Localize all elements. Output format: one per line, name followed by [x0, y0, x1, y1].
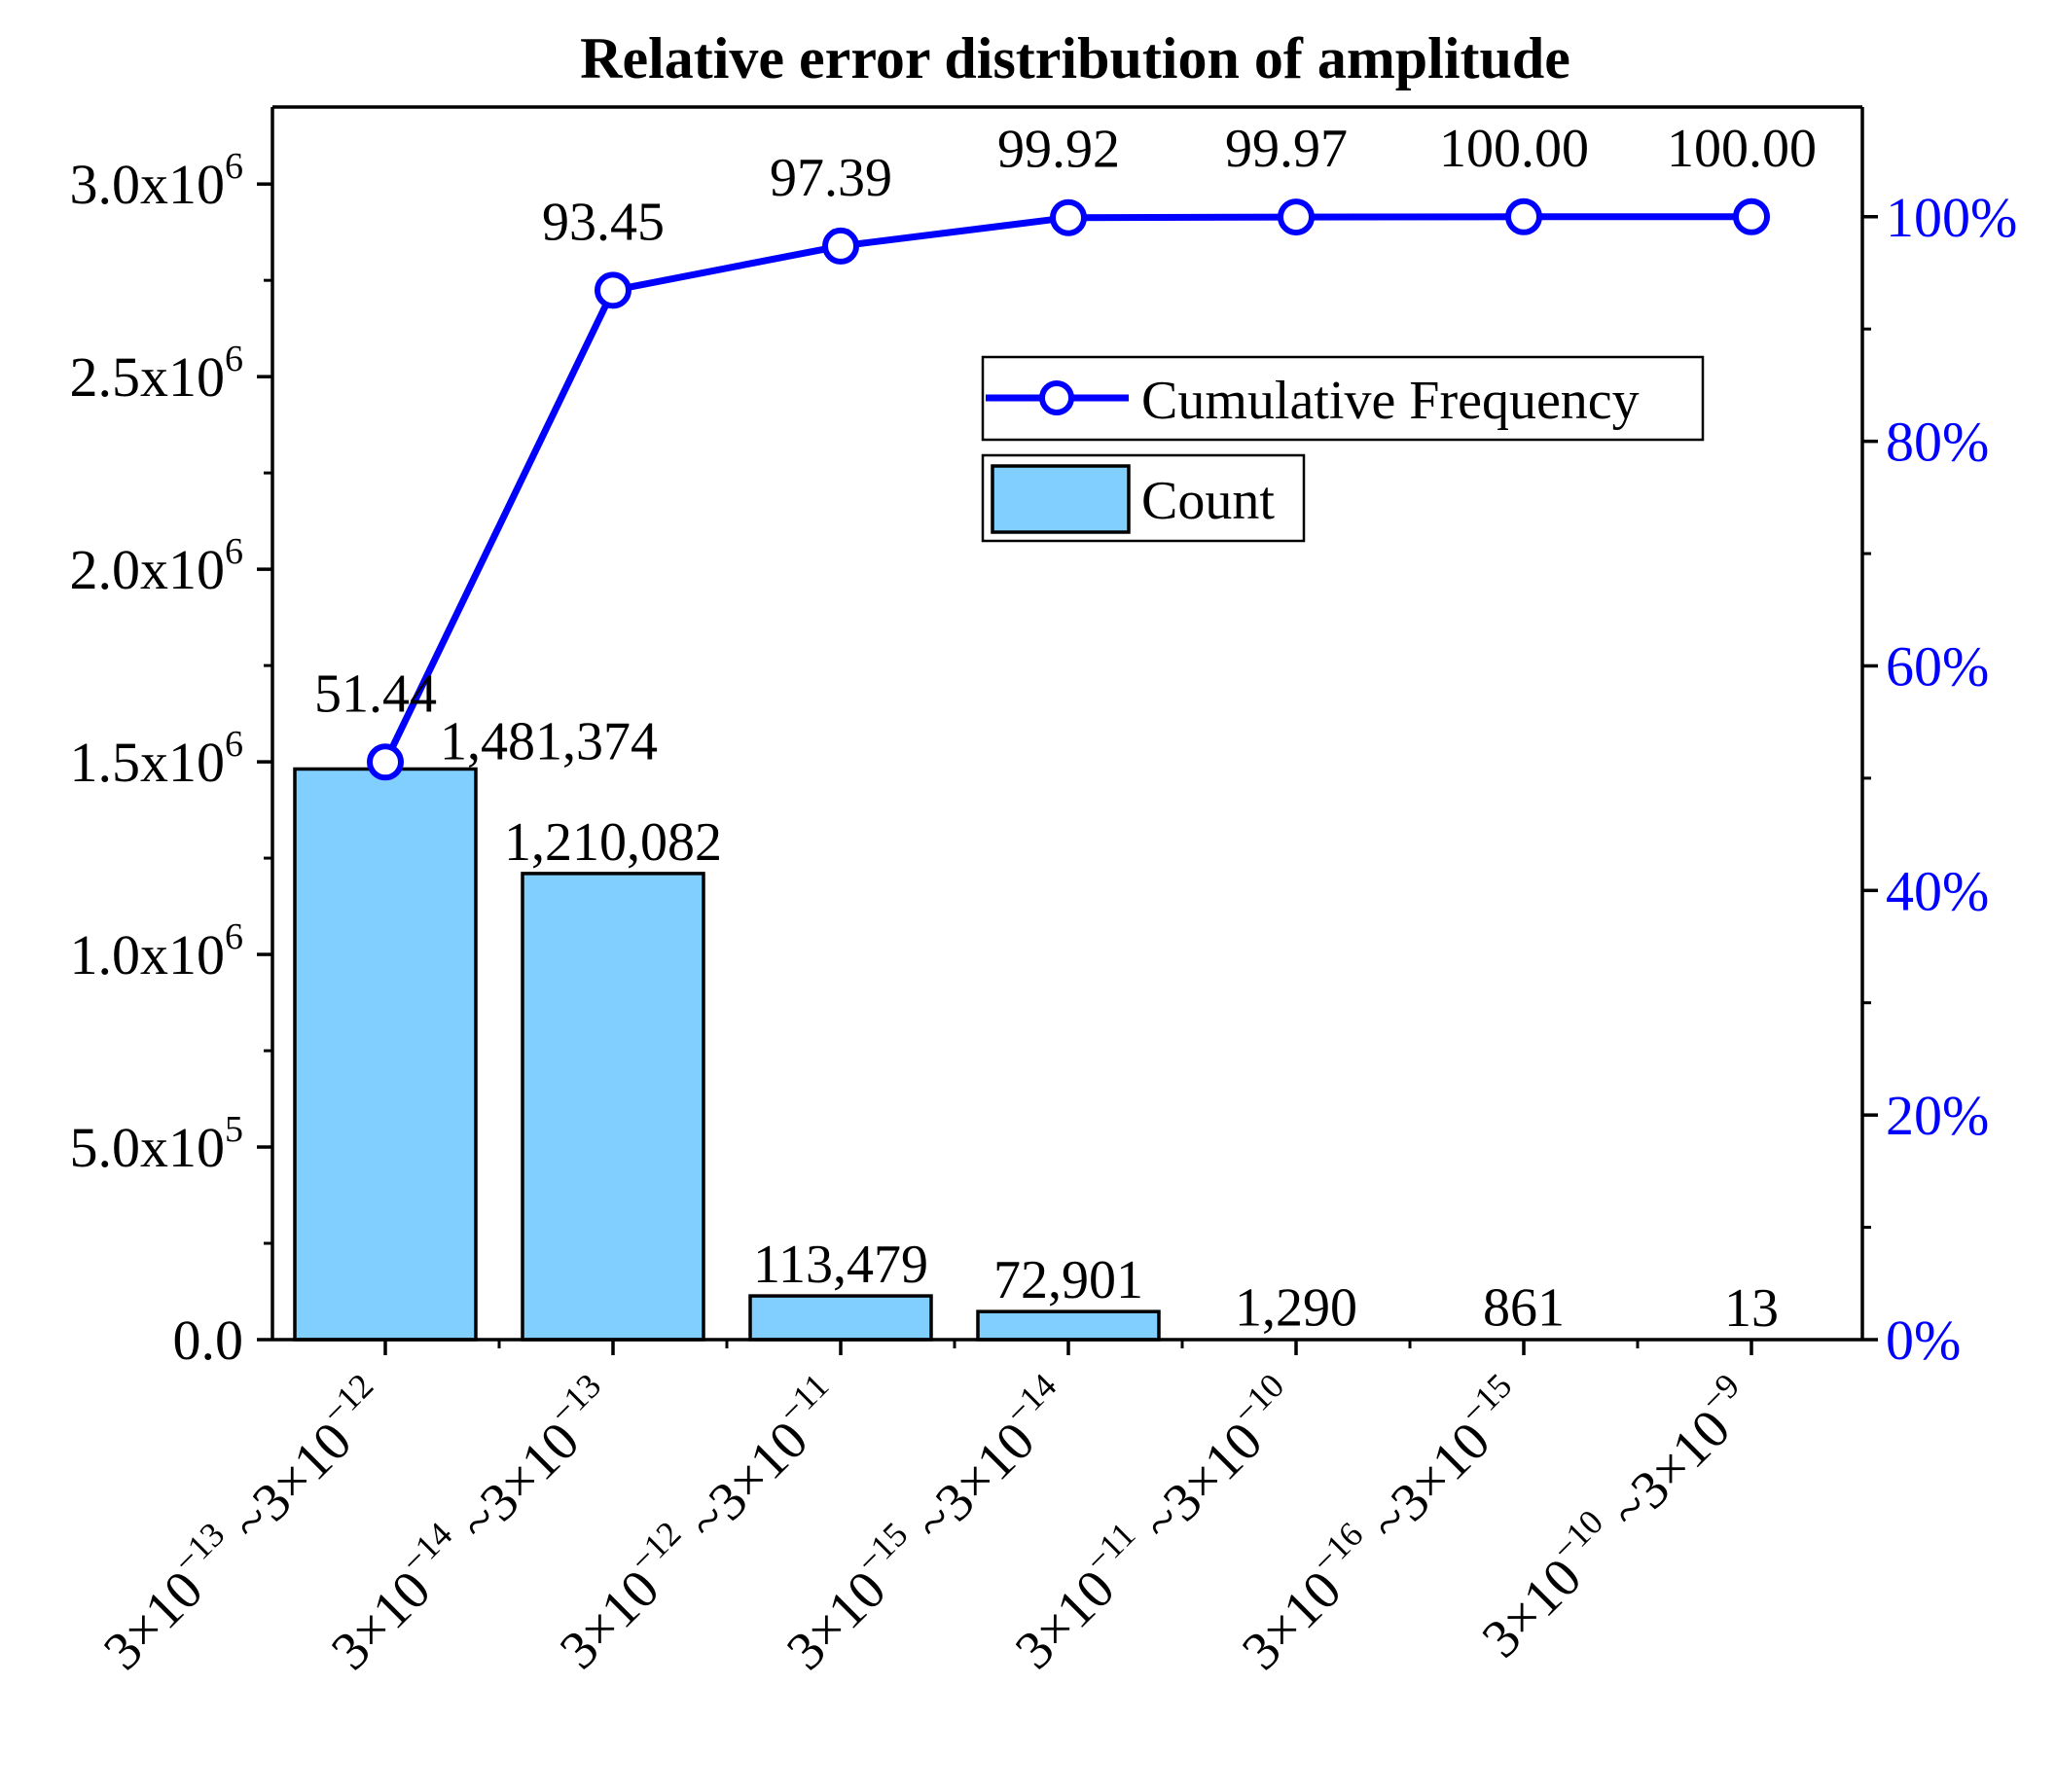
bar-value-label: 1,210,082 [504, 812, 722, 873]
bar [748, 1294, 933, 1342]
y-left-tick-label: 5.0x105 [70, 1109, 244, 1179]
legend-marker-swatch [1039, 380, 1074, 415]
x-cat-lo-mantissa: 3×10 [549, 1559, 671, 1681]
legend-bar-swatch [991, 464, 1131, 534]
legend-label-count: Count [1141, 471, 1275, 531]
y-left-tick-mantissa: 1.5x10 [70, 731, 226, 794]
y-left-tick-mantissa: 2.5x10 [70, 345, 226, 409]
cumulative-value-label: 97.39 [770, 148, 892, 208]
y-left-tick-exponent: 6 [225, 146, 243, 187]
y-left-tick-label: 2.0x106 [70, 531, 244, 601]
bar [521, 872, 705, 1342]
y-left-tick-exponent: 5 [225, 1109, 243, 1150]
cumulative-point [367, 743, 404, 781]
y-left-tick-exponent: 6 [225, 339, 243, 379]
x-cat-hi-mantissa: ~3×10 [210, 1411, 363, 1563]
cumulative-value-label: 51.44 [314, 663, 437, 724]
y-left-tick-exponent: 6 [225, 916, 243, 957]
cumulative-value-label: 93.45 [542, 192, 665, 252]
data-labels-layer: 1,481,374 1,210,082 113,479 72,901 1,290 861 1… [314, 119, 1817, 1339]
y-left-tick-exponent: 6 [225, 531, 243, 572]
y-right-tick-label: 60% [1886, 634, 1989, 698]
y-left-tick-label: 1.5x106 [70, 724, 244, 794]
cumulative-value-label: 99.92 [997, 120, 1120, 180]
y-left-tick-mantissa: 2.0x10 [70, 538, 226, 601]
bar-value-label: 13 [1724, 1278, 1779, 1339]
cumulative-value-label: 99.97 [1225, 119, 1348, 179]
cumulative-point [1733, 197, 1770, 235]
bar [293, 767, 478, 1342]
legend-label-cumulative: Cumulative Frequency [1141, 371, 1640, 431]
bars-layer [293, 767, 1161, 1342]
y-left-tick-mantissa: 0.0 [173, 1308, 244, 1372]
y-left-tick-mantissa: 1.0x10 [70, 923, 226, 986]
y-left-tick-mantissa: 3.0x10 [70, 153, 226, 216]
cumulative-point [595, 271, 631, 309]
x-cat-lo-mantissa: 3×10 [92, 1559, 215, 1682]
y-left-tick-label: 1.0x106 [70, 916, 244, 986]
bar [976, 1309, 1161, 1342]
cumulative-point [822, 227, 859, 265]
legend: Cumulative Frequency Count [981, 355, 1705, 543]
y-right-tick-label: 40% [1886, 859, 1989, 922]
bar-value-label: 1,481,374 [440, 711, 658, 771]
cumulative-point [1505, 197, 1542, 235]
bar-value-label: 1,290 [1235, 1277, 1357, 1338]
x-category-label: 3×10−10 ~3×10−9 [1464, 1366, 1768, 1669]
y-left-tick-mantissa: 5.0x10 [70, 1116, 226, 1179]
x-cat-hi-mantissa: ~3×10 [438, 1411, 591, 1563]
x-cat-lo-mantissa: 3×10 [320, 1559, 443, 1682]
bar-value-label: 113,479 [753, 1235, 928, 1295]
x-cat-lo-mantissa: 3×10 [1471, 1547, 1594, 1669]
y-left-tick-label: 3.0x106 [70, 146, 244, 216]
x-cat-hi-mantissa: ~3×10 [893, 1411, 1046, 1563]
y-left-tick-exponent: 6 [225, 724, 243, 765]
x-cat-hi-mantissa: ~3×10 [1121, 1411, 1274, 1563]
y-left-tick-label: 0.0 [173, 1308, 244, 1372]
bar-value-label: 861 [1483, 1278, 1565, 1339]
x-cat-hi-mantissa: ~3×10 [1589, 1398, 1742, 1551]
bar-value-label: 72,901 [993, 1250, 1143, 1310]
x-cat-hi-mantissa: ~3×10 [667, 1410, 819, 1562]
y-left-tick-label: 2.5x106 [70, 339, 244, 409]
y-right-tick-label: 100% [1886, 186, 2017, 249]
x-cat-lo-mantissa: 3×10 [776, 1559, 898, 1682]
y-right-tick-label: 80% [1886, 411, 1989, 474]
cumulative-point [1050, 198, 1087, 236]
cumulative-value-label: 100.00 [1439, 119, 1589, 179]
cumulative-line-layer [367, 197, 1770, 781]
x-cat-hi-mantissa: ~3×10 [1349, 1411, 1501, 1563]
cumulative-value-label: 100.00 [1667, 119, 1817, 179]
chart-title: Relative error distribution of amplitude [580, 26, 1570, 90]
x-cat-lo-mantissa: 3×10 [1004, 1559, 1127, 1681]
y-right-tick-label: 0% [1886, 1308, 1961, 1372]
cumulative-point [1278, 198, 1315, 236]
y-right-tick-label: 20% [1886, 1084, 1989, 1147]
x-cat-lo-mantissa: 3×10 [1231, 1559, 1353, 1682]
